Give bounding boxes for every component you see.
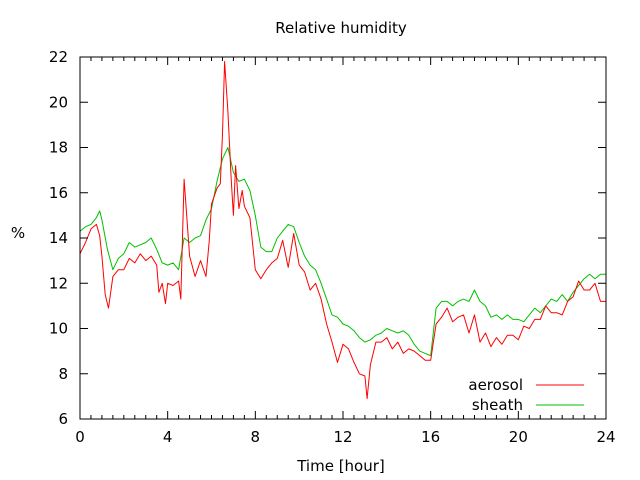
series-line-sheath — [79, 147, 606, 357]
legend-label-aerosol: aerosol — [468, 376, 523, 394]
y-tick-label: 18 — [49, 139, 68, 157]
plot-frame — [79, 56, 607, 420]
y-tick-label: 6 — [58, 410, 68, 428]
y-tick-label: 12 — [49, 274, 68, 292]
series-layer — [79, 61, 606, 400]
y-tick-label: 10 — [49, 320, 68, 338]
x-axis-label: Time [hour] — [296, 457, 385, 475]
x-tick-label: 0 — [75, 428, 85, 446]
ticks-layer: 6 8 10 12 14 16 18 20 22 0 4 8 12 16 20 24 — [49, 48, 616, 446]
x-tick-label: 12 — [333, 428, 352, 446]
x-tick-label: 16 — [421, 428, 440, 446]
y-tick-label: 20 — [49, 93, 68, 111]
x-tick-label: 20 — [509, 428, 528, 446]
series-line-aerosol — [79, 61, 606, 400]
y-tick-label: 8 — [58, 365, 68, 383]
y-axis-label: % — [11, 224, 25, 242]
y-tick-label: 22 — [49, 48, 68, 66]
x-tick-label: 8 — [251, 428, 261, 446]
x-tick-label: 24 — [596, 428, 615, 446]
chart-title: Relative humidity — [275, 19, 407, 37]
legend-label-sheath: sheath — [472, 396, 523, 414]
x-tick-label: 4 — [163, 428, 173, 446]
y-tick-label: 14 — [49, 229, 68, 247]
legend: aerosol sheath — [468, 376, 584, 414]
y-tick-label: 16 — [49, 184, 68, 202]
